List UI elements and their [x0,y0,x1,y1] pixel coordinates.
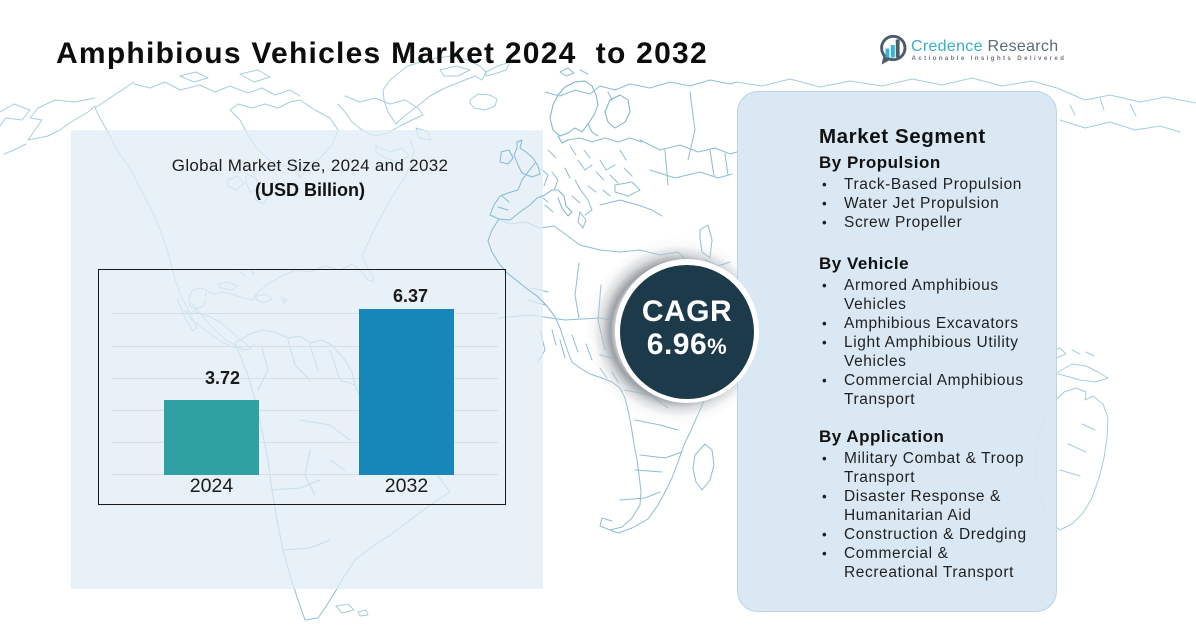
svg-text:Credence Research: Credence Research [911,38,1058,55]
svg-text:Actionable Insights Delivered: Actionable Insights Delivered [912,55,1067,62]
